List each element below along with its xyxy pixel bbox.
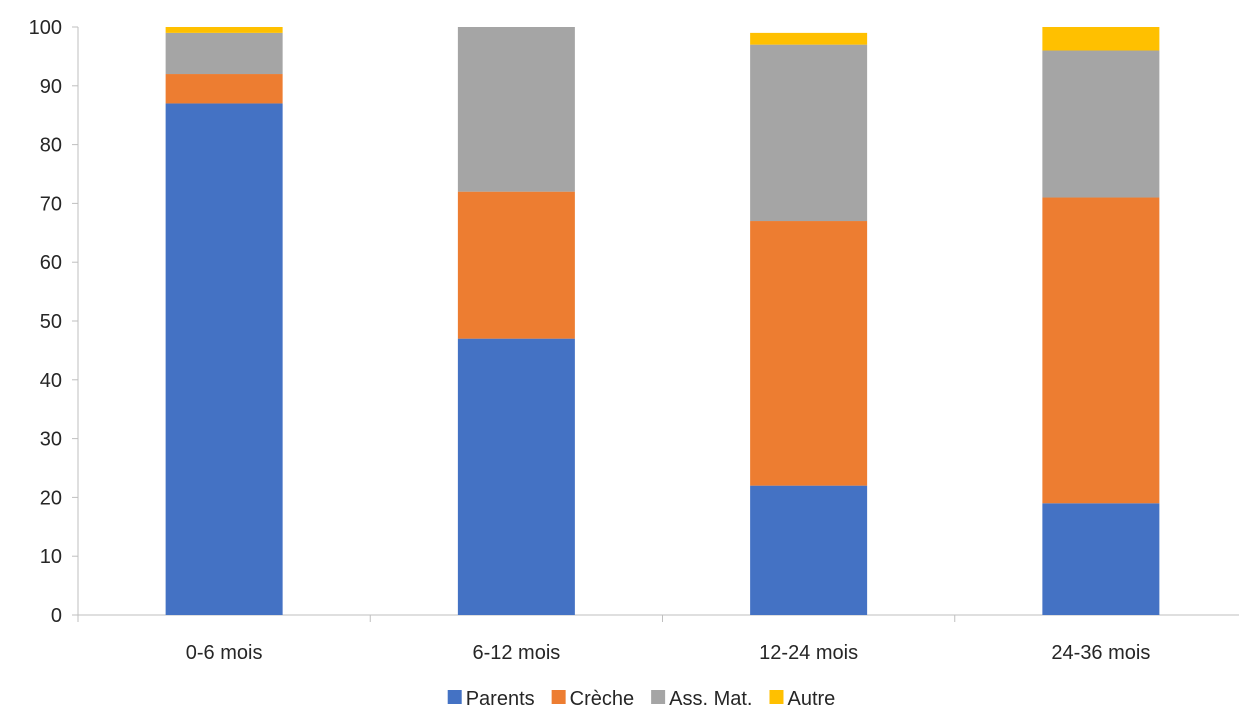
bar-segment-ass-mat — [165, 32, 283, 75]
x-tick-label: 24-36 mois — [1051, 642, 1150, 664]
x-tick-label: 0-6 mois — [186, 642, 263, 664]
bar-segment-cr-che — [750, 221, 868, 486]
y-tick-label: 70 — [40, 193, 62, 215]
bar-segment-ass-mat — [750, 44, 868, 222]
bar-segment-cr-che — [1042, 197, 1160, 504]
legend-swatch — [551, 690, 566, 704]
legend-label: Ass. Mat. — [669, 688, 752, 710]
legend-swatch — [769, 690, 784, 704]
y-tick-label: 80 — [40, 135, 62, 157]
bar-segment-autre — [165, 27, 283, 33]
y-tick-label: 60 — [40, 252, 62, 274]
y-tick-label: 90 — [40, 76, 62, 98]
bar-segment-ass-mat — [1042, 50, 1160, 198]
y-tick-label: 30 — [40, 429, 62, 451]
y-tick-label: 10 — [40, 546, 62, 568]
bar-segment-ass-mat — [457, 27, 575, 192]
x-tick-label: 12-24 mois — [759, 642, 858, 664]
y-tick-label: 100 — [29, 17, 62, 39]
y-tick-label: 50 — [40, 311, 62, 333]
bar-segment-cr-che — [165, 74, 283, 104]
bar-segment-parents — [165, 103, 283, 615]
x-tick-label: 6-12 mois — [472, 642, 560, 664]
y-tick-label: 20 — [40, 487, 62, 509]
bar-segment-autre — [750, 32, 868, 45]
y-tick-label: 0 — [51, 605, 62, 627]
legend-label: Parents — [466, 688, 535, 710]
legend-label: Crèche — [570, 688, 634, 710]
bar-segment-parents — [1042, 503, 1160, 615]
legend-swatch — [651, 690, 666, 704]
bar-segment-parents — [457, 338, 575, 615]
bar-segment-autre — [1042, 27, 1160, 51]
legend-label: Autre — [787, 688, 835, 710]
bar-segment-cr-che — [457, 191, 575, 339]
y-tick-label: 40 — [40, 370, 62, 392]
bar-segment-parents — [750, 485, 868, 615]
legend-swatch — [447, 690, 462, 704]
